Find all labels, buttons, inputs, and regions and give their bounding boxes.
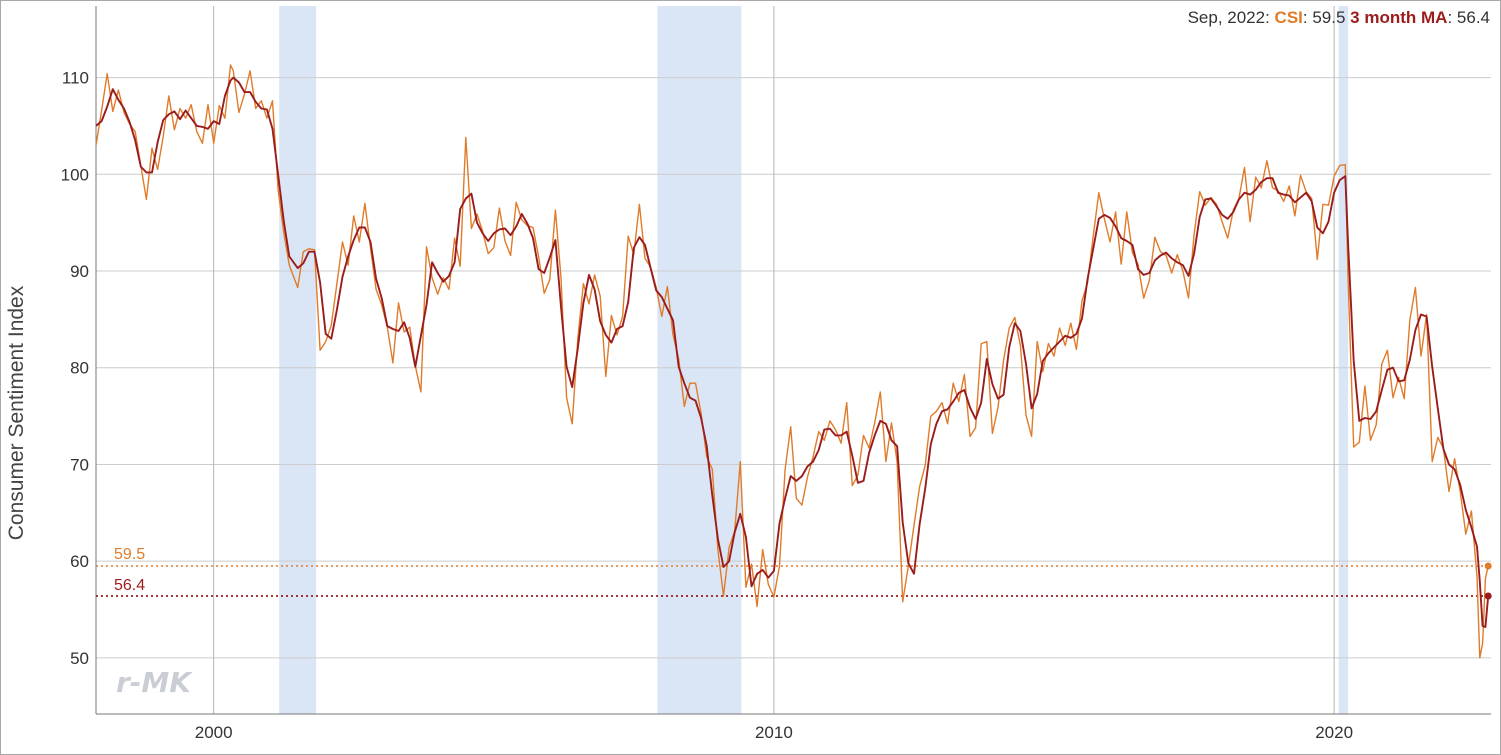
- y-tick-label: 80: [70, 359, 89, 378]
- grid-lines: [95, 6, 1491, 715]
- y-tick-label: 50: [70, 649, 89, 668]
- recession-bands: [279, 6, 1349, 714]
- y-tick-label: 100: [61, 165, 89, 184]
- x-tick-label: 2010: [755, 723, 793, 742]
- series-lines: [95, 64, 1490, 659]
- recession-band: [279, 6, 317, 714]
- watermark: r-MK: [116, 666, 193, 699]
- header-csi-label: CSI: [1275, 8, 1303, 27]
- end-markers: [1484, 562, 1492, 600]
- header-date: Sep, 2022: [1188, 8, 1266, 27]
- y-tick-label: 70: [70, 455, 89, 474]
- x-tick-label: 2000: [195, 723, 233, 742]
- ma-end-marker: [1484, 592, 1492, 600]
- header-sep-1: :: [1265, 8, 1274, 27]
- csi-end-marker: [1484, 562, 1492, 570]
- header-ma-value: 56.4: [1457, 8, 1490, 27]
- y-tick-label: 60: [70, 552, 89, 571]
- ma-series-line: [95, 76, 1490, 628]
- y-tick-label: 90: [70, 262, 89, 281]
- header-ma-label: 3 month MA: [1350, 8, 1447, 27]
- header-sep-3: :: [1447, 8, 1456, 27]
- header-csi-value: 59.5: [1312, 8, 1345, 27]
- axis-ticks: 50 60 70 80 90 100 110 2000 2010 2020: [61, 69, 1353, 742]
- ma-end-label: 56.4: [114, 577, 145, 594]
- x-tick-label: 2020: [1315, 723, 1353, 742]
- header-sep-2: :: [1303, 8, 1312, 27]
- csi-end-label: 59.5: [114, 546, 145, 563]
- recession-band: [657, 6, 742, 714]
- recession-band: [1338, 6, 1349, 714]
- header-readout: Sep, 2022: CSI: 59.5 3 month MA: 56.4: [1188, 8, 1490, 27]
- y-axis-label: Consumer Sentiment Index: [5, 285, 28, 540]
- y-tick-label: 110: [62, 69, 89, 88]
- csi-series-line: [95, 64, 1489, 659]
